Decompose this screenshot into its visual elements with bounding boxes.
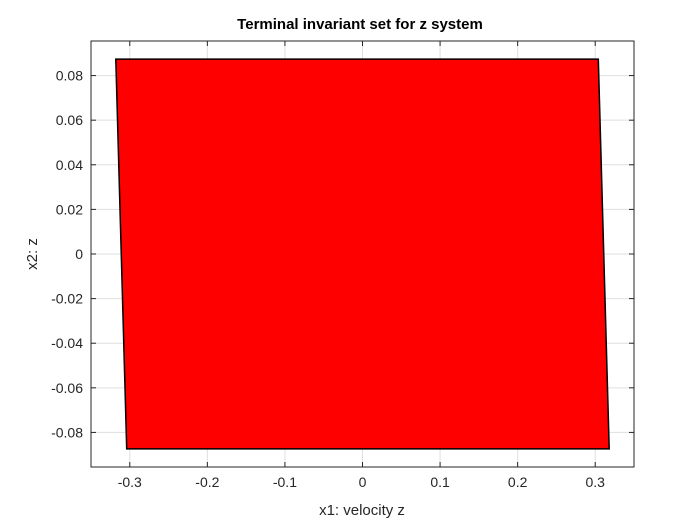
- y-tick-label: -0.02: [51, 291, 83, 307]
- y-tick-labels: -0.08 -0.06 -0.04 -0.02 0 0.02 0.04 0.06 0.08: [51, 68, 83, 441]
- axis-ticks: [91, 41, 634, 467]
- y-tick-label: -0.04: [51, 335, 83, 351]
- x-tick-label: 0.1: [430, 474, 450, 490]
- x-axis-label: x1: velocity z: [319, 502, 405, 519]
- y-tick-label: -0.08: [51, 424, 83, 440]
- x-tick-label: -0.2: [195, 474, 219, 490]
- y-tick-label: 0.04: [56, 157, 83, 173]
- y-tick-label: 0: [75, 246, 83, 262]
- x-tick-labels: -0.3 -0.2 -0.1 0 0.1 0.2 0.3: [118, 474, 605, 490]
- x-tick-label: 0.2: [508, 474, 528, 490]
- x-tick-label: -0.1: [273, 474, 297, 490]
- y-tick-label: 0.02: [56, 201, 83, 217]
- x-tick-label: 0.3: [585, 474, 605, 490]
- x-tick-label: 0: [359, 474, 367, 490]
- y-axis-label: x2: z: [24, 238, 41, 270]
- y-tick-label: 0.06: [56, 112, 83, 128]
- y-tick-label: -0.06: [51, 380, 83, 396]
- plot-area: [90, 40, 635, 468]
- chart-title: Terminal invariant set for z system: [237, 16, 483, 33]
- invariant-set-polygon: [115, 58, 610, 450]
- y-tick-label: 0.08: [56, 68, 83, 84]
- x-tick-label: -0.3: [118, 474, 142, 490]
